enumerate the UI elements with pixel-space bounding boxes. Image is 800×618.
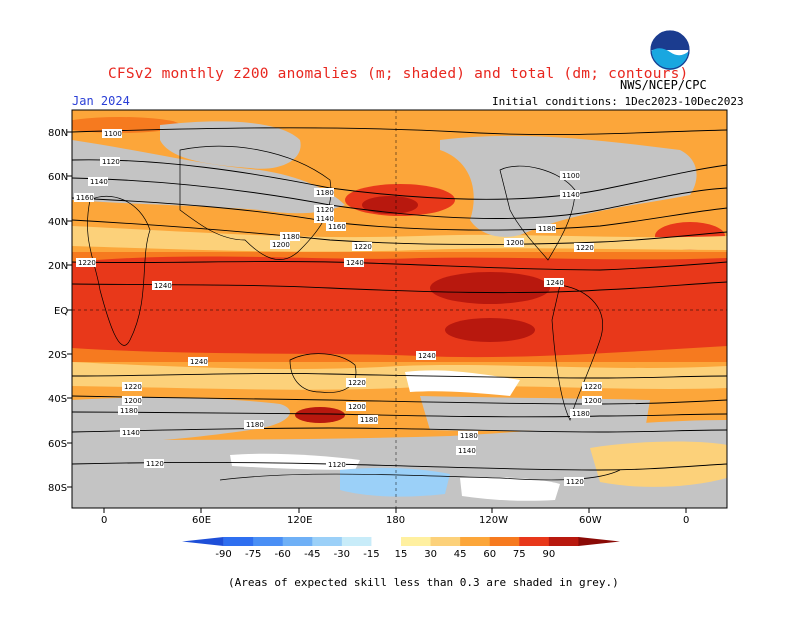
contour-label: 1140 <box>458 447 476 455</box>
colorbar-swatch <box>341 537 372 546</box>
contour-label: 1180 <box>246 421 264 429</box>
skill-footnote: (Areas of expected skill less than 0.3 a… <box>228 576 619 589</box>
lon-label: 60E <box>192 515 211 526</box>
colorbar-label: 60 <box>483 549 496 560</box>
contour-label: 1220 <box>124 383 142 391</box>
noaa-logo <box>650 30 690 70</box>
colorbar-swatch <box>223 537 254 546</box>
forecast-month: Jan 2024 <box>72 94 130 108</box>
contour-label: 1200 <box>506 239 524 247</box>
colorbar-swatch <box>548 537 579 546</box>
contour-label: 1120 <box>328 461 346 469</box>
contour-label: 1200 <box>348 403 366 411</box>
colorbar-swatch <box>519 537 550 546</box>
colorbar-label: -15 <box>363 549 379 560</box>
lon-label: 120W <box>479 515 508 526</box>
colorbar-swatch <box>371 537 402 546</box>
colorbar-label: -30 <box>334 549 350 560</box>
contour-label: 1140 <box>316 215 334 223</box>
colorbar: -90 -75 -60 -45 -30 -15 15 30 45 60 75 90 <box>182 537 620 560</box>
colorbar-swatch <box>460 537 491 546</box>
contour-label: 1220 <box>576 244 594 252</box>
colorbar-swatch <box>430 537 461 546</box>
contour-label: 1140 <box>122 429 140 437</box>
colorbar-swatch <box>282 537 313 546</box>
colorbar-label: 15 <box>395 549 408 560</box>
contour-label: 1240 <box>190 358 208 366</box>
lon-label: 120E <box>287 515 312 526</box>
contour-label: 1160 <box>76 194 94 202</box>
contour-label: 1180 <box>538 225 556 233</box>
contour-label: 1200 <box>584 397 602 405</box>
lon-label: 0 <box>101 515 107 526</box>
contour-label: 1220 <box>584 383 602 391</box>
lat-label: 20S <box>48 350 67 361</box>
colorbar-swatch <box>253 537 284 546</box>
lat-label: 20N <box>48 261 68 272</box>
contour-label: 1180 <box>572 410 590 418</box>
contour-label: 1220 <box>78 259 96 267</box>
colorbar-label: 75 <box>513 549 526 560</box>
lat-label: EQ <box>54 306 68 317</box>
contour-label: 1240 <box>154 282 172 290</box>
contour-label: 1180 <box>282 233 300 241</box>
contour-label: 1180 <box>460 432 478 440</box>
contour-label: 1220 <box>354 243 372 251</box>
contour-label: 1180 <box>316 189 334 197</box>
contour-label: 1200 <box>272 241 290 249</box>
lat-label: 60S <box>48 439 67 450</box>
lat-label: 80S <box>48 483 67 494</box>
contour-label: 1100 <box>562 172 580 180</box>
contour-label: 1120 <box>566 478 584 486</box>
lon-label: 180 <box>386 515 405 526</box>
contour-label: 1200 <box>124 397 142 405</box>
colorbar-label: -75 <box>245 549 261 560</box>
colorbar-label: 45 <box>454 549 467 560</box>
contour-label: 1240 <box>546 279 564 287</box>
organization-label: NWS/NCEP/CPC <box>620 78 707 92</box>
colorbar-label: 30 <box>424 549 437 560</box>
contour-label: 1180 <box>360 416 378 424</box>
colorbar-swatch <box>401 537 432 546</box>
contour-label: 1120 <box>146 460 164 468</box>
map-title: CFSv2 monthly z200 anomalies (m; shaded)… <box>108 66 689 82</box>
colorbar-swatch <box>312 537 343 546</box>
lon-label: 0 <box>683 515 689 526</box>
contour-label: 1140 <box>90 178 108 186</box>
contour-label: 1120 <box>102 158 120 166</box>
lat-label: 40N <box>48 217 68 228</box>
lat-label: 60N <box>48 172 68 183</box>
contour-label: 1160 <box>328 223 346 231</box>
lat-label: 40S <box>48 394 67 405</box>
contour-label: 1180 <box>120 407 138 415</box>
colorbar-swatch <box>578 537 620 546</box>
lon-label: 60W <box>579 515 602 526</box>
colorbar-label: -45 <box>304 549 320 560</box>
contour-label: 1100 <box>104 130 122 138</box>
initial-conditions: Initial conditions: 1Dec2023-10Dec2023 <box>492 95 744 108</box>
contour-label: 1240 <box>418 352 436 360</box>
colorbar-label: -90 <box>215 549 231 560</box>
lat-label: 80N <box>48 128 68 139</box>
contour-label: 1140 <box>562 191 580 199</box>
contour-label: 1240 <box>346 259 364 267</box>
colorbar-swatch <box>182 537 224 546</box>
colorbar-label: -60 <box>275 549 291 560</box>
contour-label: 1120 <box>316 206 334 214</box>
contour-label: 1220 <box>348 379 366 387</box>
colorbar-label: 90 <box>542 549 555 560</box>
colorbar-swatch <box>489 537 520 546</box>
